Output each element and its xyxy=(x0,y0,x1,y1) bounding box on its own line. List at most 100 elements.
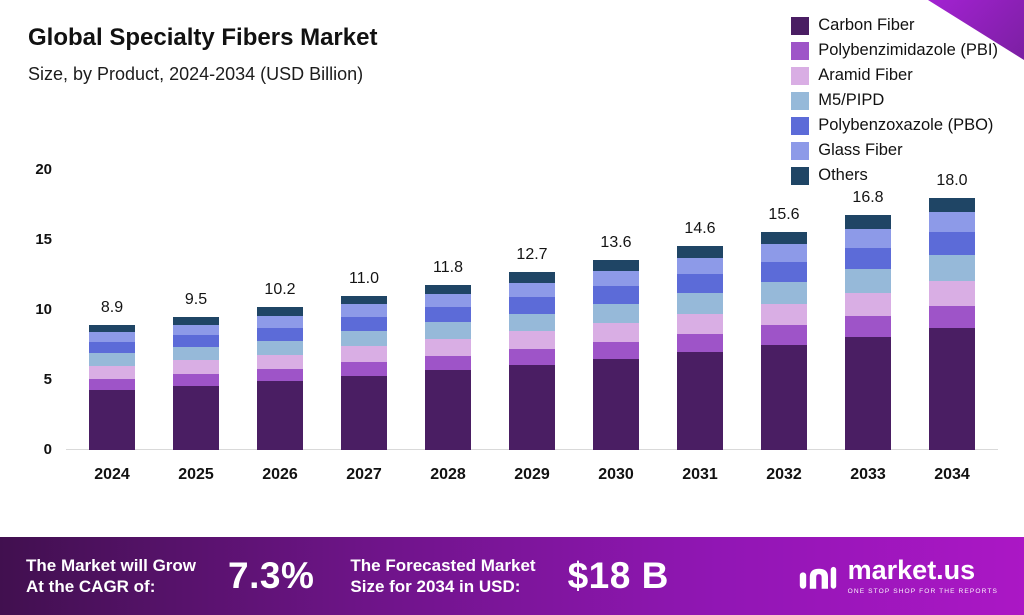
x-axis-label: 2027 xyxy=(346,466,382,483)
bar-segment-aramid-fiber xyxy=(173,360,219,374)
bar-segment-polybenzimidazole-pbi xyxy=(257,368,303,382)
bar-segment-carbon-fiber xyxy=(425,370,471,450)
bar-segment-glass-fiber xyxy=(761,244,807,262)
bar-segment-polybenzoxazole-pbo xyxy=(509,297,555,314)
chart-area: 8.9 2024 9.5 2025 10.2 2026 11.0 2027 11.8 2028 12… xyxy=(35,161,998,486)
bar-segment-aramid-fiber xyxy=(341,346,387,362)
bar-segment-carbon-fiber xyxy=(89,389,135,450)
legend-item-glass-fiber: Glass Fiber xyxy=(791,141,998,160)
bar-total-label: 16.8 xyxy=(852,188,884,206)
bar-group: 11.8 2028 xyxy=(406,170,490,486)
bar-segment-aramid-fiber xyxy=(257,354,303,369)
x-axis-label: 2026 xyxy=(262,466,298,483)
bar-segment-aramid-fiber xyxy=(89,366,135,379)
bar-segment-glass-fiber xyxy=(341,304,387,318)
bar-segment-m5-pipd xyxy=(845,269,891,293)
bar-segment-carbon-fiber xyxy=(845,336,891,450)
legend: Carbon Fiber Polybenzimidazole (PBI) Arami… xyxy=(791,16,998,185)
bar-segment-carbon-fiber xyxy=(257,381,303,450)
bar-segment-polybenzoxazole-pbo xyxy=(257,328,303,341)
bar-segment-polybenzoxazole-pbo xyxy=(593,286,639,304)
bar-segment-glass-fiber xyxy=(257,316,303,329)
bar-segment-aramid-fiber xyxy=(509,331,555,349)
bar-total-label: 8.9 xyxy=(100,299,124,317)
bar-stack xyxy=(593,259,639,450)
bar-stack xyxy=(845,214,891,450)
x-axis-label: 2032 xyxy=(766,466,802,483)
bar-segment-m5-pipd xyxy=(89,353,135,367)
legend-swatch-glass-fiber xyxy=(791,141,810,160)
brand-logo: market.us ONE STOP SHOP FOR THE REPORTS xyxy=(798,557,998,595)
y-axis-tick: 10 xyxy=(35,301,52,318)
bar-segment-others xyxy=(593,259,639,271)
bar-segment-polybenzoxazole-pbo xyxy=(341,317,387,332)
brand-tagline: ONE STOP SHOP FOR THE REPORTS xyxy=(847,588,998,595)
bar-group: 15.6 2032 xyxy=(742,170,826,486)
bar-segment-polybenzimidazole-pbi xyxy=(89,378,135,390)
legend-swatch-polybenzoxazole-pbo xyxy=(791,116,810,135)
bar-segment-others xyxy=(845,214,891,229)
bar-group: 13.6 2030 xyxy=(574,170,658,486)
bar-segment-polybenzoxazole-pbo xyxy=(425,307,471,322)
bar-group: 16.8 2033 xyxy=(826,170,910,486)
cagr-label: The Market will Grow At the CAGR of: xyxy=(26,555,197,596)
bar-stack xyxy=(89,325,135,450)
bar-segment-glass-fiber xyxy=(929,212,975,233)
bar-segment-aramid-fiber xyxy=(845,292,891,316)
bar-segment-polybenzimidazole-pbi xyxy=(929,305,975,329)
x-axis-label: 2024 xyxy=(94,466,130,483)
bar-segment-glass-fiber xyxy=(509,283,555,298)
x-axis-label: 2034 xyxy=(934,466,970,483)
bar-segment-others xyxy=(509,272,555,284)
x-axis-label: 2028 xyxy=(430,466,466,483)
bar-stack xyxy=(425,284,471,450)
bar-segment-polybenzoxazole-pbo xyxy=(677,274,723,294)
bar-segment-others xyxy=(341,296,387,305)
bar-segment-others xyxy=(89,325,135,333)
bar-segment-others xyxy=(425,284,471,294)
bar-stack xyxy=(173,317,219,450)
bar-stack xyxy=(341,296,387,450)
bar-segment-aramid-fiber xyxy=(929,280,975,306)
bar-segment-m5-pipd xyxy=(677,293,723,314)
bar-segment-polybenzoxazole-pbo xyxy=(89,342,135,354)
y-axis-tick: 5 xyxy=(43,371,52,388)
bar-segment-polybenzimidazole-pbi xyxy=(341,361,387,376)
bar-segment-others xyxy=(929,198,975,213)
bar-segment-m5-pipd xyxy=(341,331,387,347)
bar-group: 12.7 2029 xyxy=(490,170,574,486)
legend-swatch-polybenzimidazole-pbi xyxy=(791,41,810,60)
bar-segment-glass-fiber xyxy=(677,257,723,275)
legend-label: Others xyxy=(818,166,868,184)
bar-segment-others xyxy=(173,317,219,325)
legend-label: Polybenzoxazole (PBO) xyxy=(818,116,994,134)
bar-segment-polybenzoxazole-pbo xyxy=(173,335,219,348)
y-axis-tick: 0 xyxy=(43,441,52,458)
bar-segment-polybenzoxazole-pbo xyxy=(761,261,807,283)
bar-segment-polybenzimidazole-pbi xyxy=(173,373,219,386)
bar-segment-m5-pipd xyxy=(761,282,807,304)
bar-segment-m5-pipd xyxy=(173,347,219,361)
bar-total-label: 15.6 xyxy=(768,205,800,223)
legend-swatch-aramid-fiber xyxy=(791,66,810,85)
bar-group: 11.0 2027 xyxy=(322,170,406,486)
bar-total-label: 11.8 xyxy=(433,258,463,276)
bar-group: 8.9 2024 xyxy=(70,170,154,486)
bar-segment-carbon-fiber xyxy=(593,359,639,450)
bar-segment-glass-fiber xyxy=(425,293,471,308)
x-axis-label: 2033 xyxy=(850,466,886,483)
bar-segment-carbon-fiber xyxy=(173,385,219,450)
bar-stack xyxy=(257,307,303,450)
page-subtitle: Size, by Product, 2024-2034 (USD Billion… xyxy=(28,64,364,84)
footer-banner: The Market will Grow At the CAGR of: 7.3… xyxy=(0,537,1024,615)
bar-segment-carbon-fiber xyxy=(929,328,975,450)
bar-total-label: 11.0 xyxy=(349,270,379,288)
bar-group: 10.2 2026 xyxy=(238,170,322,486)
bar-total-label: 13.6 xyxy=(600,233,632,251)
legend-item-polybenzimidazole-pbi: Polybenzimidazole (PBI) xyxy=(791,41,998,60)
bar-segment-glass-fiber xyxy=(593,270,639,287)
forecast-value: $18 B xyxy=(567,555,669,596)
legend-item-m5-pipd: M5/PIPD xyxy=(791,91,998,110)
legend-label: M5/PIPD xyxy=(818,91,885,109)
bar-stack xyxy=(929,198,975,450)
